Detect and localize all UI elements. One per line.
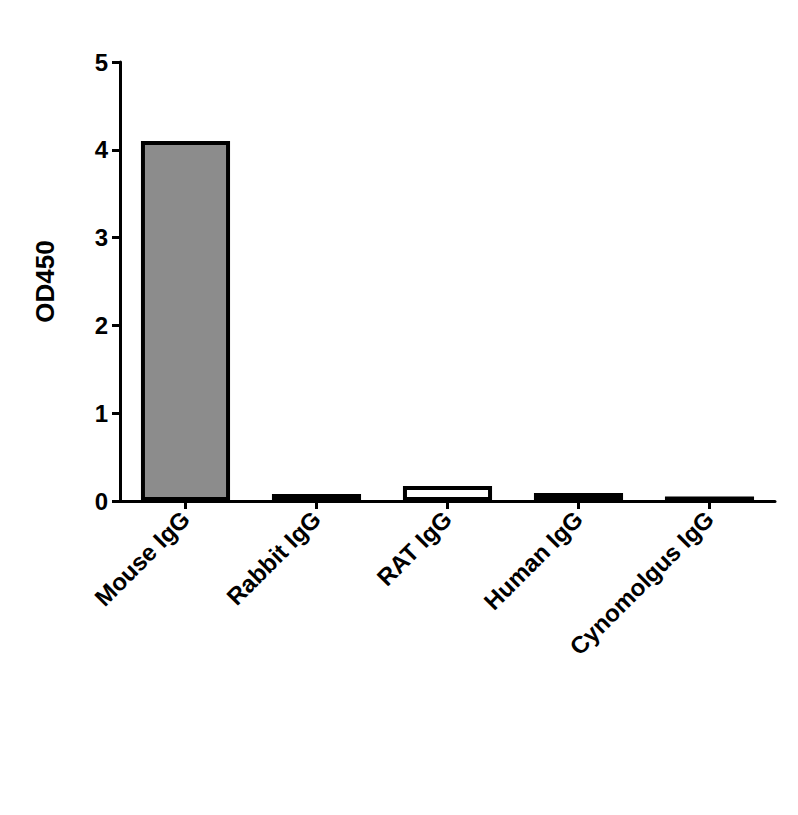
svg-text:OD450: OD450 xyxy=(30,240,60,322)
svg-text:Rabbit IgG: Rabbit IgG xyxy=(221,505,326,610)
svg-text:Cynomolgus IgG: Cynomolgus IgG xyxy=(564,505,719,660)
svg-text:4: 4 xyxy=(95,136,109,163)
svg-text:2: 2 xyxy=(95,312,108,339)
svg-text:Human IgG: Human IgG xyxy=(478,505,588,615)
svg-text:0: 0 xyxy=(95,488,108,515)
svg-text:Mouse IgG: Mouse IgG xyxy=(89,505,195,611)
svg-text:5: 5 xyxy=(95,49,108,76)
svg-text:3: 3 xyxy=(95,224,108,251)
svg-text:RAT IgG: RAT IgG xyxy=(371,505,457,591)
svg-text:1: 1 xyxy=(95,400,108,427)
